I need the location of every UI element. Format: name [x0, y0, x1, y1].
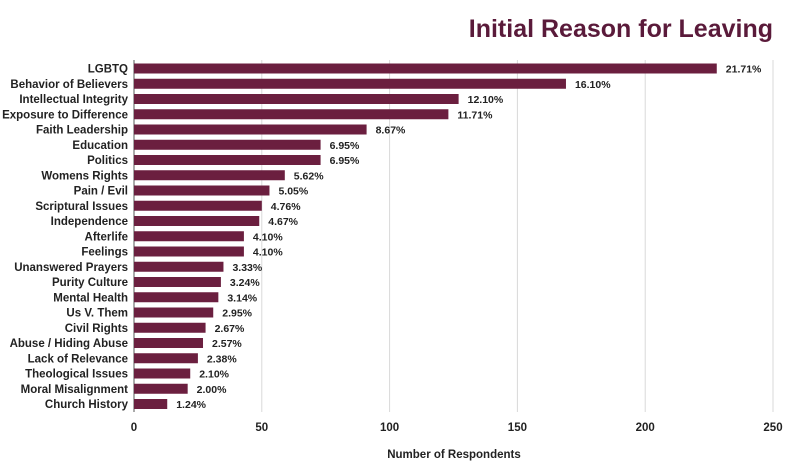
data-label: 3.24%	[230, 277, 260, 289]
category-label: Civil Rights	[65, 323, 128, 335]
bar	[134, 292, 219, 303]
data-label: 6.95%	[330, 155, 360, 167]
data-label: 4.10%	[253, 231, 283, 243]
x-tick-label: 150	[508, 422, 527, 434]
category-label: Intellectual Integrity	[19, 94, 128, 106]
bar	[134, 383, 188, 394]
bar	[134, 322, 206, 333]
x-tick-label: 200	[636, 422, 655, 434]
x-tick-label: 100	[380, 422, 399, 434]
category-label: Faith Leadership	[36, 125, 128, 137]
category-label: Independence	[51, 216, 128, 228]
x-tick-label: 0	[131, 422, 137, 434]
x-axis-ticks: 0 50 100 150 200 250	[131, 422, 783, 434]
data-label: 5.62%	[294, 170, 324, 182]
data-label: 6.95%	[330, 140, 360, 152]
data-label: 3.33%	[232, 262, 262, 274]
bar	[134, 94, 459, 104]
data-label: 4.67%	[268, 216, 298, 228]
data-label: 2.10%	[199, 369, 229, 381]
category-label: Exposure to Difference	[2, 109, 128, 121]
data-label: 2.95%	[222, 308, 252, 320]
category-label: Theological Issues	[25, 369, 128, 381]
category-label: Church History	[45, 399, 129, 411]
x-axis-label: Number of Respondents	[387, 449, 521, 461]
bar	[134, 277, 221, 287]
category-label: Behavior of Believers	[10, 79, 128, 91]
data-label: 12.10%	[468, 94, 504, 106]
category-label: Moral Misalignment	[21, 384, 129, 396]
category-label: LGBTQ	[88, 64, 128, 76]
category-label: Abuse / Hiding Abuse	[10, 338, 128, 350]
category-label: Us V. Them	[66, 308, 128, 320]
data-label: 8.67%	[376, 125, 406, 137]
bar	[134, 399, 168, 409]
data-label: 2.38%	[207, 353, 237, 365]
bar	[134, 261, 224, 272]
bar	[134, 231, 244, 242]
data-label: 11.71%	[457, 109, 493, 121]
category-label: Education	[72, 140, 128, 152]
data-label: 4.10%	[253, 247, 283, 259]
data-label: 21.71%	[726, 64, 762, 76]
data-label: 1.24%	[176, 399, 206, 411]
data-label: 2.57%	[212, 338, 242, 350]
x-tick-label: 50	[255, 422, 268, 434]
data-label: 2.00%	[197, 384, 227, 396]
data-label: 3.14%	[227, 292, 257, 304]
bar	[134, 109, 449, 120]
category-labels: LGBTQ Behavior of Believers Intellectual I…	[2, 64, 129, 412]
category-label: Scriptural Issues	[35, 201, 128, 213]
category-label: Lack of Relevance	[28, 353, 128, 365]
bar	[134, 200, 262, 211]
category-label: Feelings	[81, 247, 128, 259]
data-labels: 21.71% 16.10% 12.10% 11.71% 8.67% 6.95% 6.95% 5…	[176, 64, 762, 412]
bar	[134, 63, 717, 74]
bar	[134, 307, 214, 318]
bar	[134, 139, 321, 150]
bar	[134, 353, 198, 364]
bar	[134, 155, 321, 165]
chart-title: Initial Reason for Leaving	[469, 15, 773, 43]
category-label: Afterlife	[85, 231, 128, 243]
category-label: Purity Culture	[52, 277, 128, 289]
category-label: Mental Health	[53, 292, 128, 304]
bar	[134, 78, 566, 89]
bar	[134, 338, 204, 348]
bar	[134, 216, 260, 226]
bar	[134, 185, 270, 196]
x-tick-label: 250	[763, 422, 782, 434]
bars	[134, 63, 717, 409]
bar	[134, 170, 285, 181]
data-label: 5.05%	[278, 186, 308, 198]
bar	[134, 368, 191, 379]
data-label: 16.10%	[575, 79, 611, 91]
data-label: 4.76%	[271, 201, 301, 213]
category-label: Womens Rights	[41, 170, 128, 182]
data-label: 2.67%	[215, 323, 245, 335]
category-label: Politics	[87, 155, 128, 167]
category-label: Unanswered Prayers	[14, 262, 128, 274]
bar	[134, 246, 244, 257]
category-label: Pain / Evil	[74, 186, 128, 198]
bar	[134, 124, 367, 135]
